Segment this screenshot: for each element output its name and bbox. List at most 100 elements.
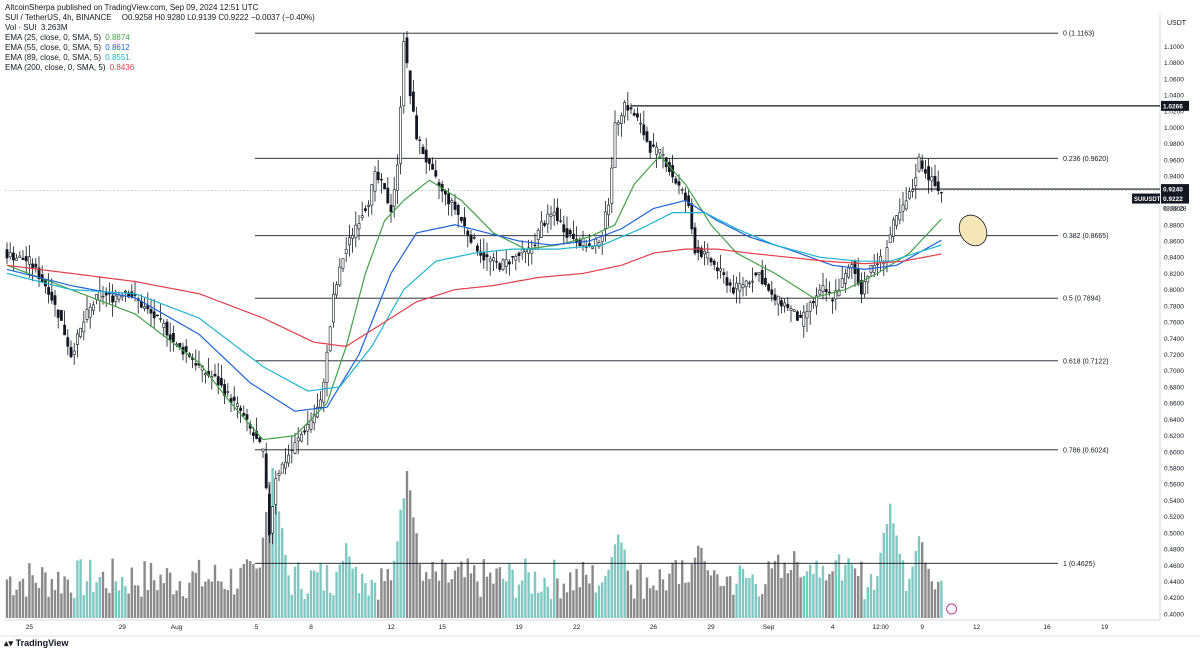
volume-bar [741,568,745,618]
volume-bar [319,563,322,618]
y-tick-label: 0.7600 [1164,320,1184,327]
volume-bar [345,543,348,618]
candle [213,364,217,378]
candle [418,136,422,155]
volume-bar [66,579,69,618]
volume-bar [677,583,681,618]
volume-bar [476,581,479,618]
volume-bar [82,594,85,618]
candle [466,228,470,248]
volume-bar [527,572,530,618]
volume-bar [796,562,799,618]
candle [431,157,435,170]
candle [754,272,758,278]
volume-bar [92,592,95,618]
volume-bar [450,579,453,618]
candle [319,391,323,408]
candle [597,239,601,249]
volume-bar [386,568,389,618]
candle [927,158,931,194]
candle [619,112,623,137]
candle [645,126,649,144]
volume-bar [473,565,476,618]
volume-bar [133,585,137,618]
candle [939,191,943,203]
volume-bar [380,568,383,618]
y-tick-label: 0.9000 [1164,206,1184,213]
volume-bar [642,598,645,618]
volume-bar [159,574,162,618]
candle [805,302,809,332]
candle [511,255,515,265]
volume-bar [623,549,626,618]
candle [56,309,60,329]
candle [325,345,329,397]
y-tick-label: 0.7400 [1164,336,1184,343]
volume-bar [252,563,255,618]
candle [415,106,419,141]
volume-bar [5,579,9,618]
volume-bar [562,583,565,618]
candle [8,242,12,260]
volume-bar [860,561,863,618]
candle [751,267,755,293]
volume-bar [818,577,821,618]
candle [283,448,287,475]
candle [571,220,575,242]
volume-bar [876,576,879,618]
fib-label-1: 1 (0.4625) [1063,561,1095,568]
volume-bar [831,571,834,618]
volume-bar [786,573,789,618]
candle [274,470,278,515]
volume-bar [501,578,505,618]
candle [159,304,163,323]
volume-bar [351,568,354,618]
volume-bar [31,575,34,618]
volume-bar [649,588,652,618]
volume-bar [661,579,665,618]
candle [655,142,659,168]
candle [456,203,460,228]
resistance-price-label-bg [1161,100,1189,111]
volume-bar [457,566,460,618]
candle [389,193,393,223]
candle [651,133,655,148]
volume-bar [777,554,780,618]
volume-bar [258,567,261,618]
volume-bar [729,576,732,618]
volume-bar [60,593,63,618]
volume-bar [9,576,12,618]
volume-bar [863,599,866,618]
candle [552,198,556,226]
candle [712,259,716,271]
y-tick-label: 0.5000 [1164,530,1184,537]
ohlc-values: O0.9258 H0.9280 L0.9139 C0.9222 −0.0037 … [121,13,315,22]
x-tick-label: 29 [707,624,715,631]
x-tick-label: 29 [119,624,127,631]
ema89-legend: EMA (89, close, 0, SMA, 5) 0.8551 [5,53,130,62]
candle [191,353,195,369]
volume-bar [188,582,191,618]
candle [840,267,844,288]
volume-bar [220,581,223,618]
y-tick-label: 1.0400 [1164,93,1184,100]
volume-bar [537,592,540,618]
candle [82,310,86,341]
volume-bar [124,586,127,618]
volume-bar [674,560,677,618]
candle [888,226,892,244]
candle [815,287,819,315]
candle [911,178,915,198]
candle [143,296,147,312]
candle [843,268,847,293]
volume-bar [905,590,908,618]
volume-bar [162,583,165,618]
volume-bar [76,560,79,618]
candle [408,70,412,105]
candle [837,278,841,297]
candle [223,379,227,405]
volume-bar [495,568,498,618]
candle [859,272,863,304]
volume-bar [21,578,25,618]
